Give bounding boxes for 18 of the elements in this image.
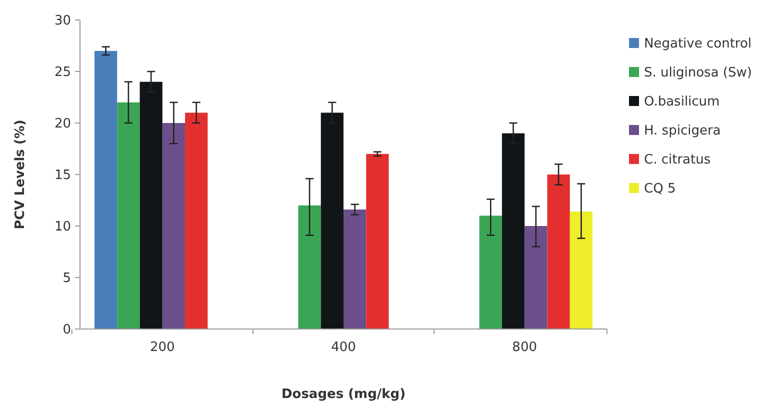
y-tick-label: 20 [54,116,71,132]
legend-label: C. citratus [644,152,711,168]
y-tick-label: 30 [54,14,71,29]
x-tick-label: 200 [150,340,175,355]
y-tick-label: 25 [54,65,71,80]
y-tick-label: 15 [54,168,71,184]
y-tick-label: 10 [54,220,71,235]
x-tick-label: 800 [512,340,538,355]
legend-label: CQ 5 [644,182,676,197]
legend-label: H. spicigera [644,124,721,139]
legend-label: Negative control [644,36,752,52]
x-axis-title: Dosages (mg/kg) [281,387,406,402]
x-tick-label: 400 [331,340,356,355]
legend-label: O.basilicum [644,94,720,110]
y-axis-title: PCV Levels (%) [13,120,28,230]
y-tick-label: 5 [62,271,71,286]
y-tick-label: 0 [62,322,71,338]
legend-label: S. uliginosa (Sw) [644,66,752,81]
